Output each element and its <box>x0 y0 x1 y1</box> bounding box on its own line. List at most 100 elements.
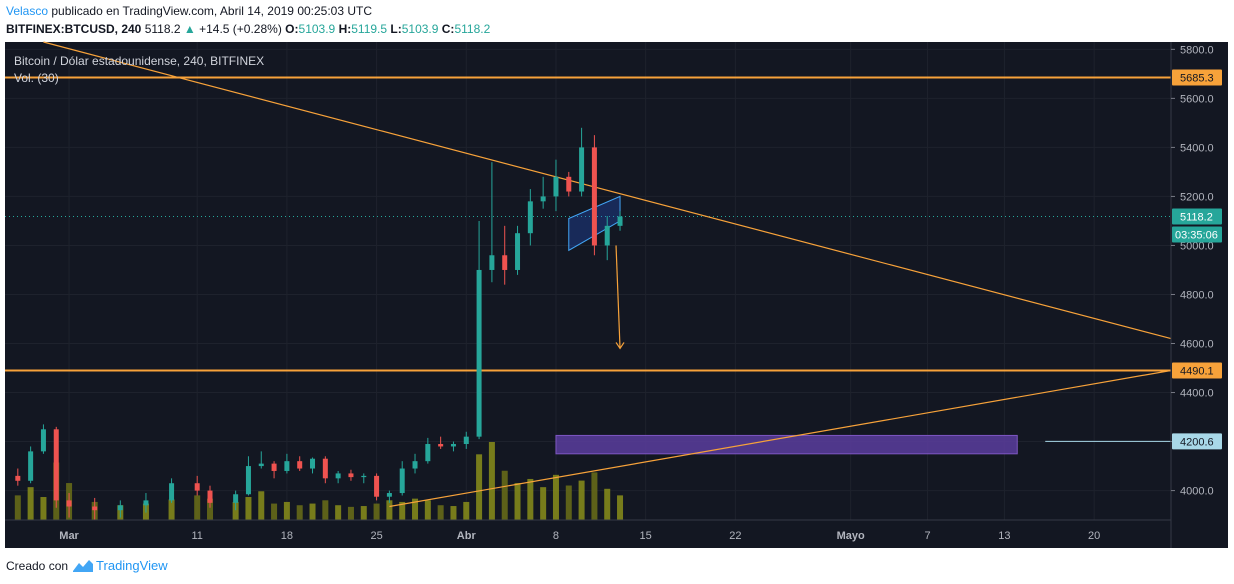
volume-bar <box>527 478 534 520</box>
price-tag-label: 4200.6 <box>1180 436 1214 448</box>
y-tick-label: 5000.0 <box>1180 240 1214 252</box>
volume-bar <box>578 480 585 520</box>
x-tick-label: 8 <box>553 530 559 542</box>
price-tag <box>1172 362 1222 379</box>
price-tag <box>1172 208 1222 225</box>
drawings[interactable] <box>5 41 1172 508</box>
volume-bar <box>322 500 329 520</box>
candle-body <box>284 461 290 471</box>
x-tick-label: 13 <box>998 530 1010 542</box>
candle-body <box>591 147 597 246</box>
open-value: 5103.9 <box>298 22 336 36</box>
candle-body <box>527 201 533 234</box>
x-tick-label: Abr <box>457 530 477 542</box>
footer: Creado con TradingView <box>6 558 168 573</box>
volume-bar <box>245 497 252 520</box>
candle-body <box>489 255 495 270</box>
candle-body <box>207 490 213 503</box>
author-link[interactable]: Velasco <box>6 4 49 18</box>
high-value: 5119.5 <box>351 22 388 36</box>
x-tick-label: 20 <box>1088 530 1100 542</box>
trendline <box>389 369 1172 508</box>
volume-bar <box>373 503 380 520</box>
candle-body <box>66 500 72 507</box>
volume-bar <box>412 498 419 520</box>
candle-body <box>412 461 418 469</box>
candle-body <box>566 176 572 192</box>
y-tick-label: 4600.0 <box>1180 339 1214 351</box>
volume-bar <box>476 454 483 520</box>
volume-bar <box>386 500 393 520</box>
candle-body <box>425 444 431 462</box>
candle-body <box>297 461 303 469</box>
volume-bar <box>347 506 354 520</box>
candle-body <box>386 493 392 497</box>
last-price: 5118.2 <box>144 22 181 36</box>
y-tick-label: 4400.0 <box>1180 388 1214 400</box>
y-tick-label: 4000.0 <box>1180 486 1214 498</box>
support-zone <box>555 434 1018 455</box>
trendline <box>43 41 1172 340</box>
volume-bar <box>232 501 239 520</box>
time-axis-background <box>5 520 1228 548</box>
close-label: C: <box>441 22 455 36</box>
y-tick-label: 5400.0 <box>1180 142 1214 154</box>
grid <box>5 42 1171 520</box>
candle-body <box>617 216 623 226</box>
candle-body <box>553 176 559 197</box>
price-tag-label: 5118.2 <box>1180 211 1213 223</box>
y-tick-label: 4800.0 <box>1180 289 1214 301</box>
time-axis[interactable]: Mar 11 18 25 Abr 8 15 22 Mayo 7 13 20 <box>59 530 1100 542</box>
open-label: O: <box>285 22 299 36</box>
low-label: L: <box>390 22 402 36</box>
volume-bar <box>360 506 367 520</box>
volume-bar <box>552 474 559 520</box>
volume-bar <box>168 499 175 520</box>
candle-body <box>361 475 367 478</box>
volume-bar <box>309 503 316 520</box>
volume-bar <box>501 470 508 520</box>
price-tag <box>1172 433 1222 450</box>
candle-body <box>245 466 251 495</box>
candle-body <box>143 500 149 506</box>
volume-bar <box>14 495 21 520</box>
x-tick-label: 15 <box>640 530 652 542</box>
volume-bar <box>591 472 598 520</box>
candle-body <box>92 506 98 511</box>
x-tick-label: 7 <box>924 530 930 542</box>
candle-body <box>579 147 585 192</box>
volume-bar <box>399 501 406 520</box>
candle-body <box>117 505 123 511</box>
volume-bar <box>488 442 495 520</box>
candle-body <box>604 225 610 246</box>
candle-body <box>399 468 405 494</box>
tradingview-brand[interactable]: TradingView <box>96 558 168 573</box>
volume-bar <box>565 485 572 520</box>
volume-bar <box>27 487 34 520</box>
countdown-label: 03:35:06 <box>1175 229 1218 241</box>
ohlc-legend: BITFINEX:BTCUSD, 240 5118.2 ▲ +14.5 (+0.… <box>6 22 490 36</box>
x-tick-label: 22 <box>729 530 741 542</box>
close-value: 5118.2 <box>454 22 491 36</box>
volume-bar <box>514 483 521 520</box>
candle-body <box>258 463 264 467</box>
candle-body <box>233 494 239 503</box>
price-tag-label: 4490.1 <box>1180 365 1214 377</box>
candle-body <box>463 436 469 445</box>
candle-body <box>438 444 444 447</box>
candle-body <box>310 458 316 469</box>
volume-label: Vol. (30) <box>14 71 59 85</box>
volume-bar <box>40 497 47 520</box>
y-tick-label: 5600.0 <box>1180 93 1214 105</box>
candles <box>15 127 623 520</box>
tradingview-logo-icon <box>73 559 94 572</box>
countdown-tag <box>1172 226 1222 243</box>
candle-body <box>450 444 456 447</box>
volume-bar <box>604 488 611 520</box>
volume-bar <box>207 498 214 520</box>
candle-body <box>271 463 277 471</box>
x-tick-label: Mar <box>59 530 79 542</box>
created-with-label: Creado con <box>6 558 69 573</box>
projection-arrow-head <box>615 342 625 350</box>
